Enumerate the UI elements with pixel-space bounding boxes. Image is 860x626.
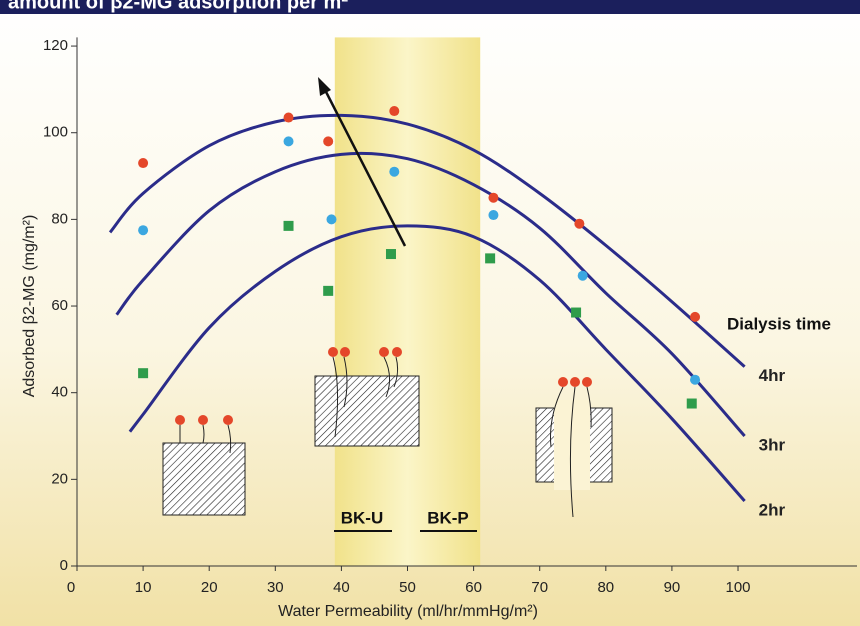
chart-title: amount of β2-MG adsorption per m² [8,0,348,13]
data-point [389,106,399,116]
y-tick-label: 80 [51,210,68,227]
x-tick-label: 10 [135,579,152,596]
data-point [690,312,700,322]
data-point [326,214,336,224]
data-point [687,399,697,409]
data-point [138,225,148,235]
annotation: BK-P [427,508,469,527]
x-tick-label: 60 [465,579,482,596]
data-point [488,193,498,203]
data-point [578,271,588,281]
data-point [386,249,396,259]
y-tick-label: 40 [51,384,68,401]
y-axis-label: Adsorbed β2-MG (mg/m²) [21,215,38,398]
x-axis-label: Water Permeability (ml/hr/mmHg/m²) [278,603,538,620]
x-tick-label: 70 [531,579,548,596]
data-point [138,368,148,378]
y-tick-label: 60 [51,297,68,314]
data-point [284,113,294,123]
data-point [284,136,294,146]
data-point [488,210,498,220]
x-tick-label: 30 [267,579,284,596]
legend-label: 2hr [759,500,786,519]
page: amount of β2-MG adsorption per m² 0 20 40 6… [0,0,860,626]
data-point [284,221,294,231]
data-point [138,158,148,168]
y-tick-label: 0 [60,557,68,574]
legend-label: 4hr [759,366,786,385]
legend-title: Dialysis time [727,314,831,333]
x-tick-label: 40 [333,579,350,596]
x-tick-label: 0 [67,579,75,596]
data-point [574,219,584,229]
data-point [690,375,700,385]
chart: amount of β2-MG adsorption per m² 0 20 40 6… [0,0,860,626]
x-tick-label: 50 [399,579,416,596]
x-tick-label: 20 [201,579,218,596]
x-tick-label: 100 [726,579,751,596]
y-tick-label: 120 [43,37,68,54]
x-tick-label: 80 [597,579,614,596]
y-tick-label: 100 [43,124,68,141]
legend-label: 3hr [759,436,786,455]
y-tick-label: 20 [51,470,68,487]
x-tick-label: 90 [664,579,681,596]
data-point [323,136,333,146]
data-point [485,253,495,263]
annotation: BK-U [341,508,384,527]
data-point [571,308,581,318]
data-point [389,167,399,177]
data-point [323,286,333,296]
